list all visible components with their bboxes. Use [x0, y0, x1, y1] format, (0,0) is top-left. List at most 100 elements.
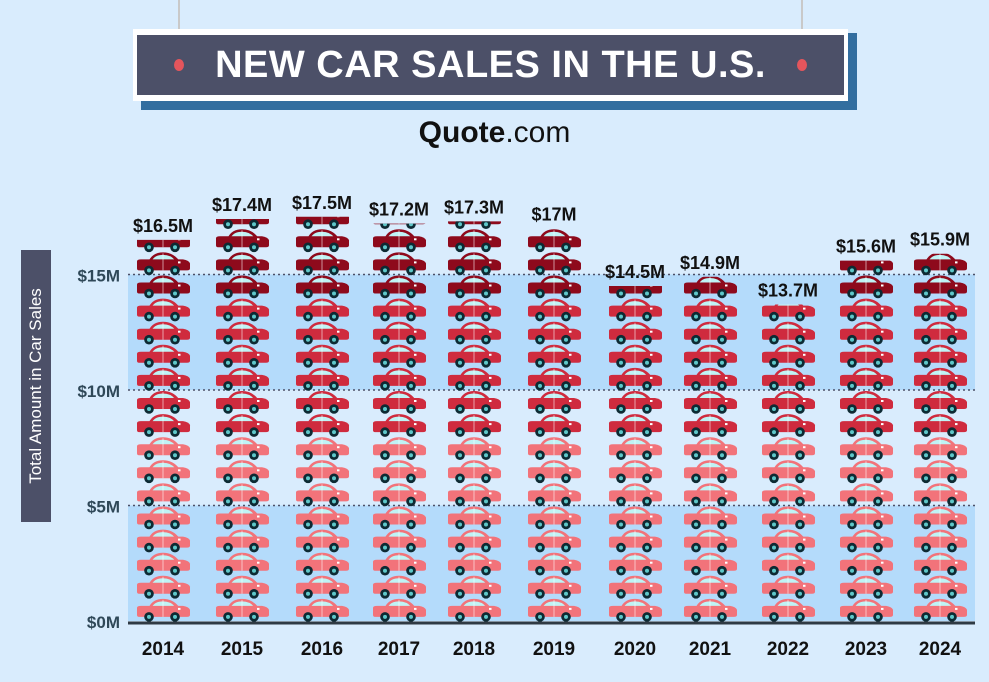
- car-icon: [684, 414, 737, 437]
- car-icon: [684, 276, 737, 299]
- car-icon: [373, 575, 426, 599]
- y-tick-label: $15M: [77, 267, 120, 286]
- car-icon: [914, 506, 967, 530]
- data-label: $14.5M: [605, 262, 665, 282]
- car-icon: [137, 506, 190, 530]
- car-icon: [684, 391, 737, 414]
- car-icon: [216, 275, 269, 299]
- car-icon: [296, 321, 349, 345]
- car-icon: [216, 552, 269, 576]
- car-icon: [609, 529, 662, 553]
- car-icon: [137, 252, 190, 276]
- x-tick-label: 2014: [142, 639, 185, 660]
- car-icon: [914, 483, 967, 507]
- car-icon: [684, 506, 737, 530]
- car-icon: [528, 483, 581, 507]
- car-icon: [528, 391, 581, 414]
- car-icon: [448, 252, 501, 276]
- car-icon: [684, 575, 737, 599]
- car-icon: [373, 252, 426, 276]
- bar-2015: [216, 219, 269, 622]
- car-icon: [528, 367, 581, 391]
- car-icon: [373, 460, 426, 484]
- car-icon: [914, 552, 967, 576]
- car-icon: [762, 304, 815, 322]
- car-icon: [296, 483, 349, 507]
- car-icon: [137, 460, 190, 484]
- car-icon: [762, 367, 815, 391]
- car-icon: [762, 344, 815, 368]
- car-icon: [914, 414, 967, 437]
- car-icon: [914, 298, 967, 322]
- car-icon: [137, 275, 190, 299]
- car-icon: [914, 344, 967, 368]
- car-icon: [216, 598, 269, 622]
- car-icon: [137, 529, 190, 553]
- car-icon: [684, 298, 737, 322]
- car-icon: [914, 460, 967, 484]
- x-tick-label: 2015: [221, 639, 264, 660]
- car-icon: [137, 298, 190, 322]
- data-label: $15.9M: [910, 230, 970, 250]
- car-icon: [914, 529, 967, 553]
- brand-logo: Quote.com: [418, 116, 571, 149]
- data-label: $16.5M: [133, 216, 193, 236]
- car-icon: [137, 437, 190, 460]
- pin-dot-right: [797, 59, 807, 71]
- car-icon: [528, 275, 581, 299]
- car-icon: [373, 229, 426, 253]
- car-icon: [762, 460, 815, 484]
- car-icon: [762, 506, 815, 530]
- car-icon: [528, 229, 581, 253]
- bar-2018: [448, 221, 501, 622]
- car-icon: [528, 344, 581, 368]
- car-icon: [609, 598, 662, 622]
- y-tick-label: $10M: [77, 382, 120, 401]
- car-icon: [528, 414, 581, 437]
- car-icon: [448, 437, 501, 460]
- car-icon: [216, 529, 269, 553]
- car-icon: [914, 275, 967, 299]
- car-icon: [609, 391, 662, 414]
- car-icon: [684, 321, 737, 345]
- car-icon: [609, 506, 662, 530]
- car-icon: [684, 598, 737, 622]
- car-icon: [609, 367, 662, 391]
- y-axis-label: Total Amount in Car Sales: [21, 250, 51, 522]
- car-icon: [762, 437, 815, 460]
- car-icon: [216, 219, 269, 229]
- data-label: $13.7M: [758, 281, 818, 301]
- car-icon: [840, 344, 893, 368]
- car-icon: [840, 321, 893, 345]
- car-icon: [840, 391, 893, 414]
- car-icon: [448, 506, 501, 530]
- data-label: $17M: [531, 204, 576, 224]
- car-icon: [914, 598, 967, 622]
- car-icon: [609, 344, 662, 368]
- car-icon: [137, 414, 190, 437]
- car-icon: [448, 575, 501, 599]
- car-icon: [840, 575, 893, 599]
- y-tick-label: $0M: [87, 613, 120, 632]
- car-icon: [609, 321, 662, 345]
- car-icon: [448, 321, 501, 345]
- data-label: $17.3M: [444, 197, 504, 217]
- car-icon: [373, 344, 426, 368]
- car-icon: [296, 460, 349, 484]
- car-icon: [296, 391, 349, 414]
- data-label: $14.9M: [680, 253, 740, 273]
- car-icon: [762, 529, 815, 553]
- car-icon: [296, 552, 349, 576]
- car-icon: [296, 229, 349, 253]
- car-icon: [296, 414, 349, 437]
- car-icon: [448, 483, 501, 507]
- data-label: $17.5M: [292, 193, 352, 213]
- car-icon: [684, 529, 737, 553]
- car-icon: [609, 575, 662, 599]
- car-icon: [914, 321, 967, 345]
- car-icon: [840, 367, 893, 391]
- car-icon: [137, 575, 190, 599]
- car-icon: [296, 437, 349, 460]
- car-icon: [762, 552, 815, 576]
- car-icon: [914, 391, 967, 414]
